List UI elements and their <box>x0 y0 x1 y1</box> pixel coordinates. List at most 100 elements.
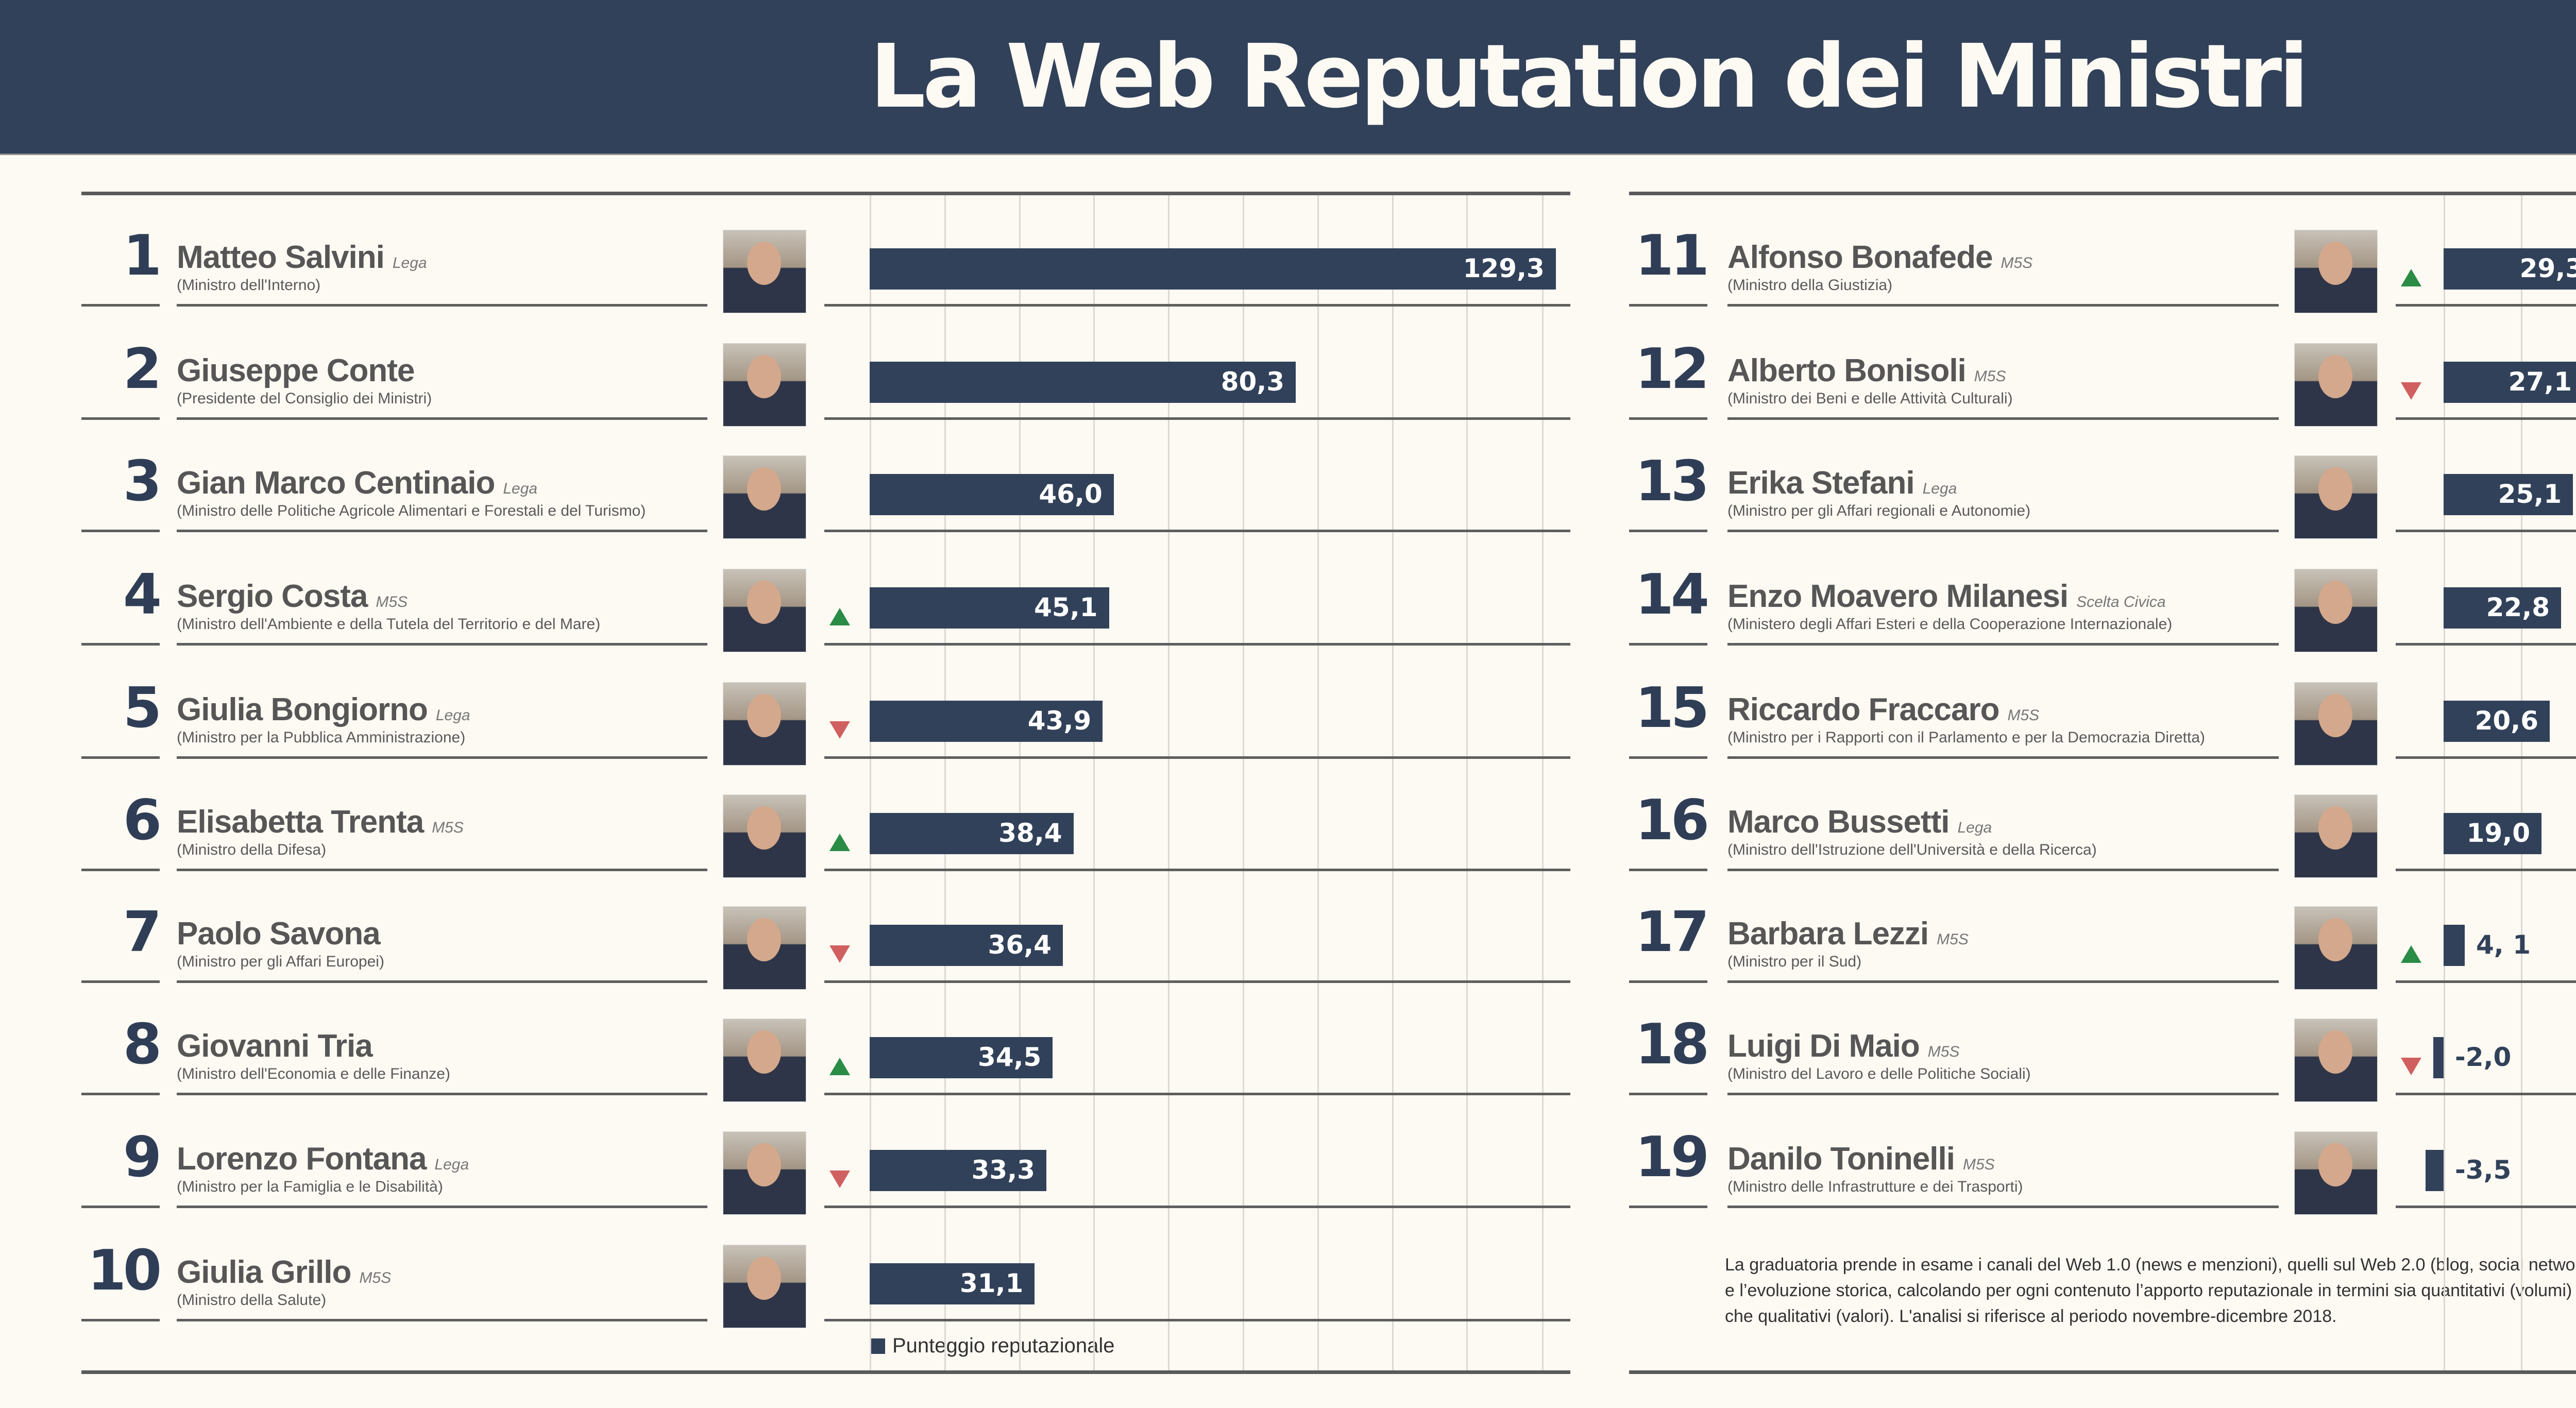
minister-name-text: Erika Stefani <box>1727 465 1915 501</box>
rank-number: 7 <box>123 900 162 964</box>
grid-line <box>1093 195 1095 1370</box>
photo-icon <box>723 230 806 313</box>
minister-name: Gian Marco Centinaio Lega <box>177 465 537 501</box>
row-separator <box>1727 869 2279 871</box>
score-label: 34,5 <box>977 1042 1042 1072</box>
trend-down-icon <box>2401 382 2421 400</box>
score-bar <box>2444 925 2465 966</box>
row-separator <box>177 980 707 983</box>
minister-name-text: Giuseppe Conte <box>177 353 415 388</box>
party-tag: M5S <box>1937 931 1969 948</box>
minister-name: Barbara Lezzi M5S <box>1727 915 1969 952</box>
minister-name: Enzo Moavero Milanesi Scelta Civica <box>1727 578 2166 615</box>
grid-line <box>870 195 871 1370</box>
rank-number: 9 <box>123 1125 162 1190</box>
score-label: 46,0 <box>1039 479 1103 509</box>
chart-legend: Punteggio reputazionale <box>870 1334 1114 1358</box>
score-label: 43,9 <box>1027 706 1092 736</box>
minister-role: (Ministro per gli Affari Europei) <box>177 953 384 970</box>
row-separator <box>2396 1206 2576 1208</box>
row-separator <box>1727 980 2279 983</box>
party-tag: M5S <box>1927 1043 1960 1060</box>
face <box>747 1030 781 1074</box>
score-bar <box>2444 813 2541 854</box>
photo-icon <box>723 343 806 427</box>
minister-name-text: Gian Marco Centinaio <box>177 465 495 501</box>
row-separator <box>81 304 160 307</box>
row-separator <box>2396 417 2576 420</box>
face <box>2318 242 2352 285</box>
row-separator <box>824 1206 1570 1208</box>
minister-role: (Ministro dei Beni e delle Attività Cult… <box>1727 390 2013 407</box>
photo-icon <box>723 1019 806 1102</box>
face <box>2318 581 2352 624</box>
photo-icon <box>723 682 806 766</box>
top-rule <box>1629 192 2576 195</box>
row-separator <box>81 756 160 759</box>
trend-down-icon <box>829 721 850 739</box>
score-label: 129,3 <box>1463 253 1545 283</box>
trend-down-icon <box>829 945 850 963</box>
minister-name: Paolo Savona <box>177 915 381 952</box>
row-separator <box>81 869 160 871</box>
rank-number: 3 <box>123 449 162 514</box>
minister-name: Marco Bussetti Lega <box>1727 804 1992 840</box>
rank-number: 6 <box>123 788 162 853</box>
party-tag: Lega <box>434 1156 469 1173</box>
header-banner: La Web Reputation dei Ministri <box>0 0 2576 155</box>
row-separator <box>1727 417 2279 420</box>
face <box>747 581 781 624</box>
minister-name-text: Sergio Costa <box>177 579 368 614</box>
photo-icon <box>2294 230 2378 313</box>
rank-number: 19 <box>1635 1125 1709 1190</box>
score-label: 80,3 <box>1221 367 1285 397</box>
score-label: 31,1 <box>959 1268 1024 1298</box>
minister-name-text: Paolo Savona <box>177 916 381 952</box>
minister-name-text: Giulia Bongiorno <box>177 692 428 727</box>
face <box>747 242 781 285</box>
minister-name: Giulia Bongiorno Lega <box>177 691 470 728</box>
minister-role: (Ministro dell'Istruzione dell'Universit… <box>1727 841 2097 858</box>
minister-role: (Ministro della Giustizia) <box>1727 277 1893 294</box>
row-separator <box>177 417 707 420</box>
minister-role: (Ministro per gli Affari regionali e Aut… <box>1727 502 2031 519</box>
rank-number: 14 <box>1635 563 1709 627</box>
minister-name: Riccardo Fraccaro M5S <box>1727 691 2039 728</box>
grid-line <box>1542 195 1544 1370</box>
face <box>2318 918 2352 961</box>
score-label: 45,1 <box>1034 592 1098 622</box>
minister-role: (Ministro per il Sud) <box>1727 953 1862 970</box>
score-bar <box>2444 701 2550 742</box>
minister-name-text: Luigi Di Maio <box>1727 1028 1920 1064</box>
minister-role: (Ministro della Difesa) <box>177 841 327 858</box>
rank-number: 4 <box>123 563 162 627</box>
face <box>747 355 781 398</box>
row-separator <box>824 869 1570 871</box>
minister-role: (Ministro per la Famiglia e le Disabilit… <box>177 1178 443 1195</box>
row-separator <box>1727 304 2279 307</box>
score-bar <box>2433 1037 2444 1078</box>
minister-name: Luigi Di Maio M5S <box>1727 1028 1959 1064</box>
grid-line <box>1168 195 1170 1370</box>
row-separator <box>81 980 160 983</box>
score-bar <box>870 474 1114 515</box>
row-separator <box>824 1319 1570 1321</box>
face <box>747 694 781 737</box>
trend-up-icon <box>829 834 850 851</box>
row-separator <box>824 756 1570 759</box>
row-separator <box>177 1093 707 1095</box>
score-label: 19,0 <box>2466 818 2530 848</box>
rank-number: 2 <box>123 337 162 401</box>
row-separator <box>177 756 707 759</box>
score-label: 38,4 <box>998 818 1062 848</box>
row-separator <box>1629 756 1707 759</box>
face <box>2318 467 2352 511</box>
party-tag: Lega <box>435 707 470 724</box>
trend-up-icon <box>2401 269 2421 286</box>
row-separator <box>1727 530 2279 532</box>
row-separator <box>824 1093 1570 1095</box>
grid-line <box>1392 195 1394 1370</box>
score-label: 25,1 <box>2498 479 2562 509</box>
score-bar <box>2444 248 2576 290</box>
score-bar <box>870 813 1074 854</box>
